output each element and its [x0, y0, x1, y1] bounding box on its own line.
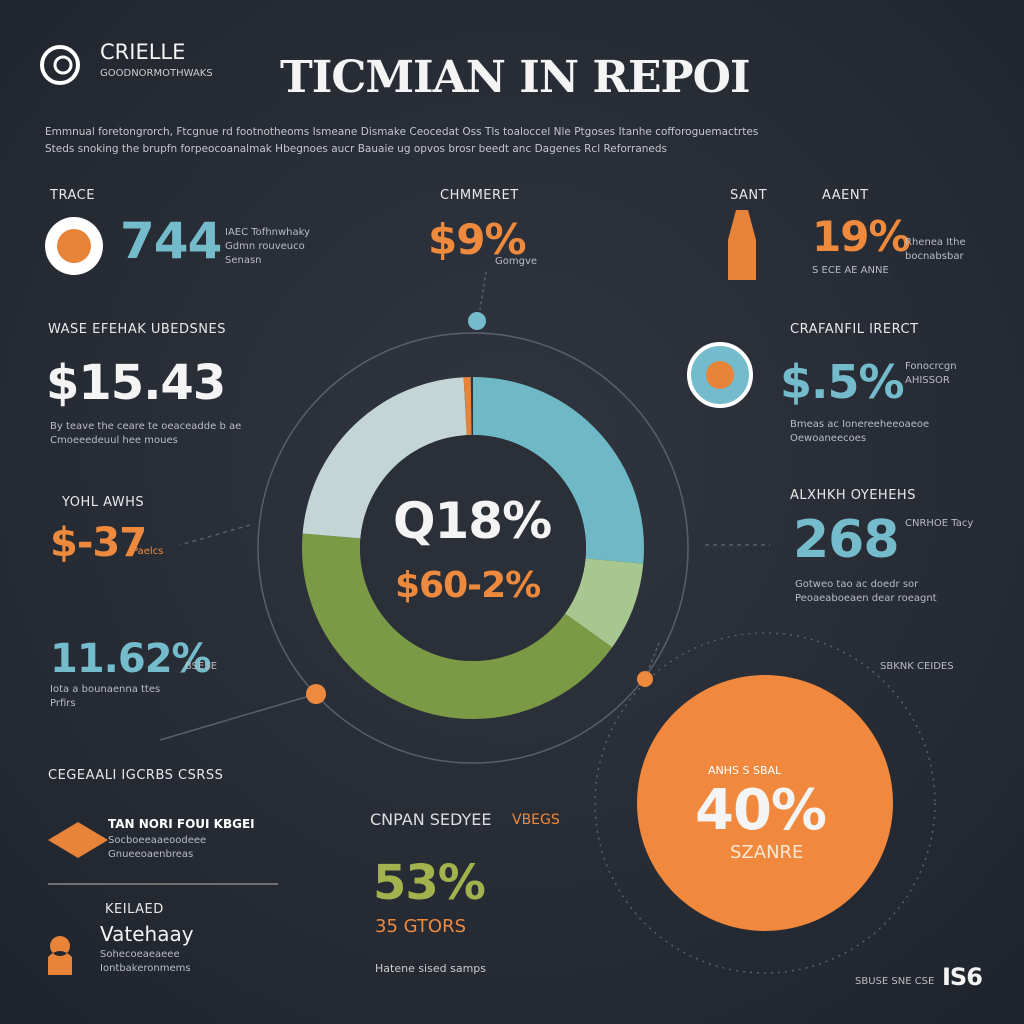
footer-note: SBUSE SNE CSE	[855, 976, 935, 987]
bottom-note: Hatene sised samps	[375, 962, 486, 975]
stat-label: AAENT	[822, 188, 869, 203]
icon	[728, 210, 756, 280]
outer-ring	[257, 332, 689, 764]
donut	[302, 377, 644, 719]
donut-segment	[302, 377, 644, 719]
stat-value: 268	[793, 510, 900, 570]
stat-note: S ECE AE ANNE	[812, 265, 889, 276]
bottom-value: 53%	[373, 855, 486, 911]
stat-note: Socboeeaaeoodeee Gnueeoaenbreas	[108, 835, 207, 860]
icon	[48, 936, 72, 975]
intro-line: Steds snoking the brupfn forpeocoanalmak…	[45, 143, 668, 155]
stat-note: Gomgve	[495, 256, 538, 267]
bottom-label: CNPAN SEDYEE	[370, 810, 492, 829]
footer-value: IS6	[942, 963, 983, 991]
stat-value: $.5%	[780, 355, 905, 409]
connector	[159, 693, 317, 741]
stat-note: CNRHOE Tacy	[905, 518, 974, 529]
tagline: GOODNORMOTHWAKS	[100, 68, 213, 79]
stat-note: Fonocrcgn AHISSOR	[905, 361, 957, 386]
callout-sub: SZANRE	[730, 842, 804, 863]
bottom-tag: VBEGS	[512, 812, 560, 828]
stat-value: TAN NORI FOUI KBGEI	[108, 817, 255, 831]
stat-note: IAEC Tofhnwhaky Gdmn rouveuco Senasn	[225, 227, 310, 266]
donut-hole	[360, 435, 586, 661]
stat-note: Bmeas ac Ionereeheeoaeoe Oewoaneecoes	[790, 419, 930, 444]
callout-label: ANHS S SBAL	[708, 764, 782, 777]
stat-note: Gotweo tao ac doedr sor Peoaeaboeaen dea…	[795, 579, 937, 604]
stat-label: KEILAED	[105, 902, 164, 917]
stat-label: CEGEAALI IGCRBS CSRSS	[48, 768, 224, 783]
icon	[57, 229, 91, 263]
connector	[179, 524, 251, 546]
logo-ring	[40, 45, 80, 85]
center-value: Q18%	[393, 492, 552, 550]
node	[468, 312, 486, 330]
side-note: SBKNK CEIDES	[880, 661, 954, 672]
stat-value: Vatehaay	[100, 922, 194, 946]
stat-label: ALXHKH OYEHEHS	[790, 488, 916, 503]
stat-value: $9%	[428, 215, 527, 264]
stat-note: BSESE	[185, 661, 218, 672]
node	[306, 684, 326, 704]
stat-note: Iota a bounaenna ttes Prfirs	[50, 684, 161, 709]
icon	[48, 822, 108, 858]
stat-note: Sohecoeaeaeee Iontbakeronmems	[100, 949, 191, 974]
stat-label: WASE EFEHAK UBEDSNES	[48, 322, 226, 337]
logo-ring	[53, 55, 73, 75]
icon	[706, 361, 734, 389]
callout-value: 40%	[695, 778, 827, 843]
stat-value: 19%	[812, 212, 911, 261]
donut-segment	[302, 377, 644, 719]
orange-circle	[637, 675, 893, 931]
bottom-sub: 35 GTORS	[375, 916, 467, 937]
logo-text: CRIELLE	[100, 40, 186, 64]
stat-label: TRACE	[50, 188, 95, 203]
title: TICMIAN IN REPOI	[280, 52, 751, 103]
stat-note: Rhenea Ithe bocnabsbar	[905, 237, 966, 262]
stat-label: SANT	[730, 188, 768, 203]
node	[637, 671, 653, 687]
stat-value: $-37	[50, 520, 147, 566]
stat-value: 744	[120, 212, 222, 270]
intro-line: Emmnual foretongrorch, Ftcgnue rd footno…	[45, 126, 759, 138]
stat-value: $15.43	[46, 355, 226, 411]
stat-label: CHMMERET	[440, 188, 519, 203]
stat-label: YOHL AWHS	[62, 495, 145, 510]
stat-value: 11.62%	[50, 636, 212, 682]
stat-note: Paelcs	[132, 546, 164, 557]
stat-note: By teave the ceare te oeaceadde b ae Cmo…	[50, 421, 242, 446]
center-sub: $60-2%	[395, 565, 541, 606]
orange-halo	[594, 632, 936, 974]
stat-label: CRAFANFIL IRERCT	[790, 322, 919, 337]
